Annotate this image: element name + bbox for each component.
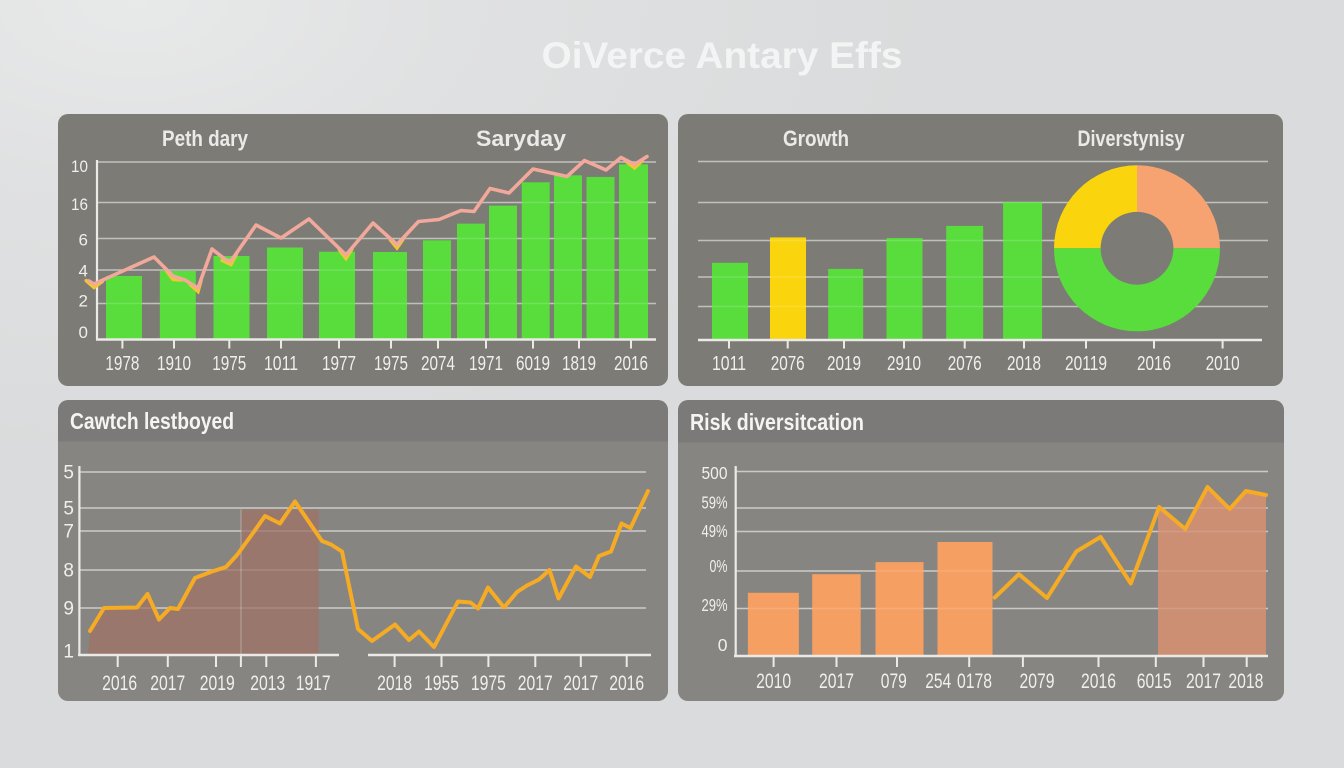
- svg-text:0: 0: [718, 635, 728, 655]
- svg-text:Cawtch lestboyed: Cawtch lestboyed: [70, 408, 234, 434]
- svg-text:1977: 1977: [322, 353, 356, 375]
- svg-text:Saryday: Saryday: [476, 126, 567, 151]
- svg-text:2016: 2016: [609, 671, 644, 695]
- svg-text:2010: 2010: [1206, 353, 1240, 375]
- svg-text:2: 2: [79, 292, 88, 311]
- svg-text:7: 7: [63, 522, 74, 543]
- svg-text:2018: 2018: [1007, 353, 1041, 375]
- svg-text:16: 16: [71, 195, 88, 214]
- svg-text:Risk diversitcation: Risk diversitcation: [690, 409, 864, 435]
- svg-text:1975: 1975: [374, 353, 408, 375]
- svg-text:59%: 59%: [702, 493, 728, 513]
- svg-text:2016: 2016: [102, 671, 137, 695]
- svg-text:2016: 2016: [1137, 353, 1171, 375]
- svg-text:2016: 2016: [1081, 669, 1116, 693]
- svg-text:OiVerce Antary Effs: OiVerce Antary Effs: [542, 35, 903, 76]
- svg-text:2017: 2017: [563, 671, 598, 695]
- svg-text:1910: 1910: [157, 353, 191, 375]
- svg-text:1955: 1955: [424, 671, 459, 695]
- svg-text:1011: 1011: [712, 353, 746, 375]
- svg-text:6019: 6019: [516, 353, 550, 375]
- svg-text:1975: 1975: [471, 671, 506, 695]
- svg-text:254: 254: [925, 669, 951, 693]
- svg-text:2019: 2019: [200, 671, 235, 695]
- svg-text:Growth: Growth: [783, 126, 849, 151]
- svg-text:2017: 2017: [1186, 669, 1221, 693]
- svg-text:1819: 1819: [562, 353, 596, 375]
- svg-text:2076: 2076: [948, 353, 982, 375]
- svg-text:5: 5: [63, 499, 74, 520]
- svg-text:49%: 49%: [702, 521, 728, 541]
- svg-text:0%: 0%: [710, 556, 728, 576]
- svg-text:6: 6: [79, 231, 88, 250]
- svg-text:1011: 1011: [264, 353, 298, 375]
- svg-text:1978: 1978: [105, 353, 139, 375]
- svg-text:2016: 2016: [614, 353, 648, 375]
- svg-text:0: 0: [79, 323, 88, 342]
- svg-text:1: 1: [63, 642, 74, 663]
- svg-text:2076: 2076: [771, 353, 805, 375]
- svg-text:2018: 2018: [1228, 669, 1263, 693]
- svg-text:29%: 29%: [702, 595, 728, 615]
- svg-text:Peth dary: Peth dary: [162, 126, 249, 151]
- svg-text:20119: 20119: [1065, 353, 1107, 375]
- svg-text:0178: 0178: [957, 669, 992, 693]
- svg-text:1917: 1917: [296, 671, 331, 695]
- svg-text:Diverstynisy: Diverstynisy: [1078, 126, 1186, 151]
- svg-text:2017: 2017: [150, 671, 185, 695]
- svg-text:079: 079: [881, 669, 907, 693]
- svg-text:9: 9: [63, 599, 74, 620]
- svg-text:2017: 2017: [518, 671, 553, 695]
- svg-text:2010: 2010: [756, 669, 791, 693]
- svg-text:2074: 2074: [421, 353, 455, 375]
- svg-text:6015: 6015: [1137, 669, 1172, 693]
- svg-text:1975: 1975: [212, 353, 246, 375]
- svg-text:2019: 2019: [827, 353, 861, 375]
- svg-text:1971: 1971: [469, 353, 503, 375]
- svg-text:2018: 2018: [377, 671, 412, 695]
- svg-text:5: 5: [63, 463, 74, 484]
- svg-text:2017: 2017: [819, 669, 854, 693]
- svg-text:2910: 2910: [887, 353, 921, 375]
- svg-text:2079: 2079: [1020, 669, 1055, 693]
- svg-text:500: 500: [702, 463, 728, 483]
- svg-text:10: 10: [71, 157, 88, 176]
- svg-text:8: 8: [63, 561, 74, 582]
- svg-text:2013: 2013: [250, 671, 285, 695]
- svg-text:4: 4: [79, 262, 88, 281]
